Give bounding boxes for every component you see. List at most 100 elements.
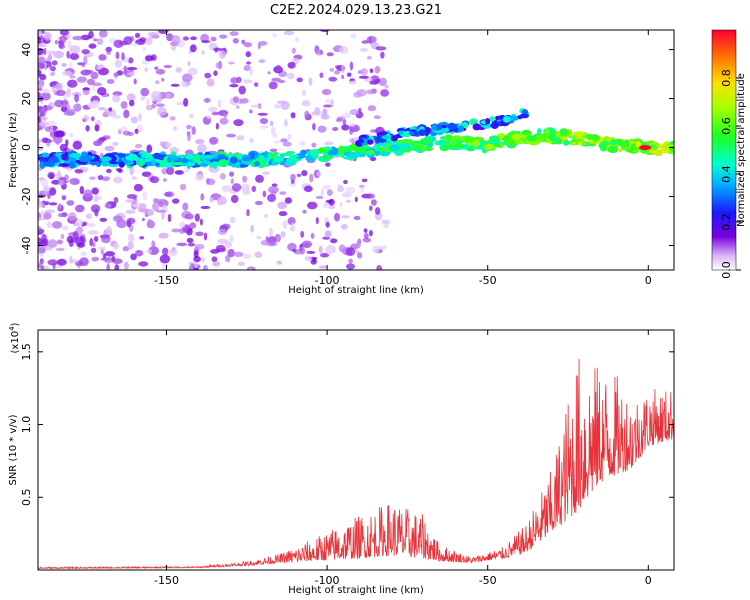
noise-speck (131, 176, 138, 181)
noise-speck (325, 162, 331, 167)
noise-speck (289, 182, 297, 187)
noise-speck (129, 99, 135, 107)
noise-speck (277, 201, 288, 210)
noise-speck (312, 257, 317, 262)
noise-speck (258, 59, 266, 63)
noise-speck (57, 170, 61, 177)
ridge-blob (535, 135, 542, 143)
noise-speck (215, 244, 226, 252)
noise-speck (195, 243, 205, 250)
noise-speck (322, 104, 334, 108)
noise-speck (38, 92, 41, 97)
noise-speck (209, 136, 219, 145)
noise-speck (322, 88, 332, 96)
ridge-blob (185, 153, 195, 160)
noise-speck (224, 241, 233, 248)
noise-speck (349, 61, 354, 71)
noise-speck (58, 177, 67, 181)
ridge-blob (78, 155, 91, 163)
noise-speck (67, 79, 78, 88)
noise-speck (380, 89, 389, 97)
noise-speck (161, 168, 168, 175)
noise-speck (58, 203, 62, 211)
noise-speck (171, 35, 181, 45)
noise-speck (38, 79, 45, 88)
ridge-blob (464, 136, 475, 143)
noise-speck (172, 198, 180, 204)
noise-speck (138, 112, 142, 122)
noise-speck (320, 252, 329, 258)
noise-speck (182, 36, 189, 41)
noise-speck (92, 242, 96, 248)
noise-speck (215, 62, 223, 69)
upper-ridge-blob (472, 123, 481, 131)
noise-speck (193, 255, 201, 263)
ridge-blob (536, 128, 542, 134)
noise-speck (276, 100, 288, 105)
x-tick-label: -150 (154, 274, 179, 287)
noise-speck (123, 36, 133, 45)
noise-speck (325, 221, 330, 228)
upper-ridge-blob (408, 131, 415, 135)
ridge-blob (398, 142, 410, 150)
noise-speck (69, 133, 74, 137)
y-tick-label: -20 (20, 188, 33, 206)
noise-speck (140, 96, 146, 101)
spectrogram-y-ticks: -40 -20 0 20 40 (20, 43, 674, 254)
ridge-blob (526, 135, 537, 142)
noise-speck (98, 54, 107, 61)
noise-speck (155, 69, 166, 75)
upper-ridge-blob (366, 139, 374, 145)
noise-speck (257, 112, 268, 116)
ridge-blob (204, 154, 213, 159)
noise-speck (232, 96, 240, 103)
noise-speck (230, 216, 236, 224)
ridge-blob (218, 159, 229, 168)
noise-speck (147, 218, 152, 226)
noise-speck (383, 221, 390, 229)
noise-speck (106, 225, 112, 235)
ridge-blob (169, 155, 179, 161)
noise-speck (113, 243, 119, 250)
noise-speck (291, 47, 296, 54)
noise-speck (360, 68, 368, 76)
noise-speck (345, 186, 356, 194)
noise-speck (135, 249, 144, 257)
noise-speck (309, 173, 314, 183)
noise-speck (271, 33, 278, 38)
noise-speck (287, 61, 296, 69)
noise-speck (160, 77, 165, 82)
noise-speck (242, 175, 248, 183)
noise-speck (133, 78, 137, 85)
noise-speck (147, 32, 159, 37)
snr-series-line (38, 359, 674, 570)
noise-speck (332, 127, 339, 131)
noise-speck (215, 122, 219, 130)
noise-speck (97, 38, 104, 45)
noise-speck (106, 168, 112, 174)
noise-speck (279, 191, 287, 196)
noise-speck (206, 78, 215, 87)
ridge-blob (142, 153, 153, 158)
noise-speck (349, 109, 360, 116)
noise-speck (92, 85, 96, 92)
noise-speck (275, 64, 281, 71)
noise-speck (93, 236, 99, 242)
noise-speck (245, 51, 251, 58)
noise-speck (164, 93, 173, 99)
noise-speck (290, 173, 296, 182)
noise-speck (126, 67, 138, 71)
noise-speck (140, 87, 149, 97)
noise-speck (314, 107, 321, 115)
noise-speck (249, 68, 254, 76)
ridge-blob (552, 136, 560, 142)
noise-speck (346, 72, 352, 77)
ridge-blob (400, 139, 413, 144)
noise-speck (46, 50, 58, 55)
noise-speck (322, 202, 329, 208)
noise-speck (59, 143, 68, 152)
ridge-blob (439, 140, 447, 146)
noise-speck (356, 240, 361, 249)
noise-speck (196, 144, 207, 153)
